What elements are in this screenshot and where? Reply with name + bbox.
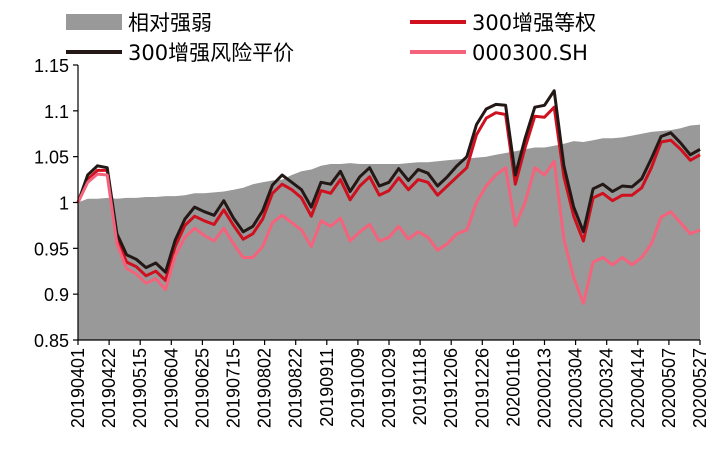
series-line-2 <box>76 89 701 274</box>
y-tick-label: 1 <box>59 194 69 214</box>
series-area-0 <box>78 124 700 340</box>
x-tick-label: 20191009 <box>348 348 368 428</box>
legend-label-1: 300增强等权 <box>472 11 596 35</box>
x-tick-label: 20190715 <box>224 348 244 428</box>
x-tick-label: 20190911 <box>317 348 337 427</box>
y-tick-label: 0.95 <box>34 239 69 259</box>
series-line-3 <box>76 159 701 305</box>
series-line-1 <box>76 105 701 282</box>
x-tick-label: 20190604 <box>161 348 181 428</box>
y-tick-label: 1.15 <box>34 56 69 76</box>
area-layer <box>78 124 700 340</box>
x-tick-label: 20190422 <box>99 348 119 428</box>
legend-label-2: 300增强风险平价 <box>128 41 294 65</box>
x-tick-label: 20190802 <box>255 348 275 428</box>
legend-label-0: 相对强弱 <box>128 11 212 35</box>
line-layer <box>76 89 701 305</box>
x-tick-label: 20190515 <box>130 348 150 428</box>
x-tick-label: 20200324 <box>597 348 617 428</box>
x-tick-label: 20191118 <box>410 348 430 425</box>
x-tick-label: 20191226 <box>472 348 492 428</box>
x-tick-label: 20200116 <box>503 348 523 427</box>
y-tick-label: 0.85 <box>34 331 69 351</box>
x-tick-label: 20200304 <box>566 348 586 428</box>
x-tick-label: 20190401 <box>68 348 88 428</box>
x-tick-label: 20190822 <box>286 348 306 428</box>
x-tick-label: 20200414 <box>628 348 648 428</box>
legend-swatch-0 <box>66 14 122 30</box>
x-tick-label: 20200507 <box>659 348 679 428</box>
x-tick-label: 20191029 <box>379 348 399 428</box>
x-tick-label: 20190625 <box>192 348 212 428</box>
y-tick-label: 0.9 <box>44 285 69 305</box>
axis-layer: 0.85 0.9 0.95 1 1.05 1.1 1.15 20190401 20190422 2… <box>34 56 710 428</box>
x-tick-label: 20191206 <box>441 348 461 428</box>
legend-label-3: 000300.SH <box>472 41 588 65</box>
y-tick-label: 1.05 <box>34 148 69 168</box>
x-tick-label: 20200213 <box>535 348 555 428</box>
y-tick-label: 1.1 <box>44 102 69 122</box>
x-tick-label: 20200527 <box>690 348 710 428</box>
legend: 相对强弱 300增强等权 300增强风险平价 000300.SH <box>66 11 596 65</box>
